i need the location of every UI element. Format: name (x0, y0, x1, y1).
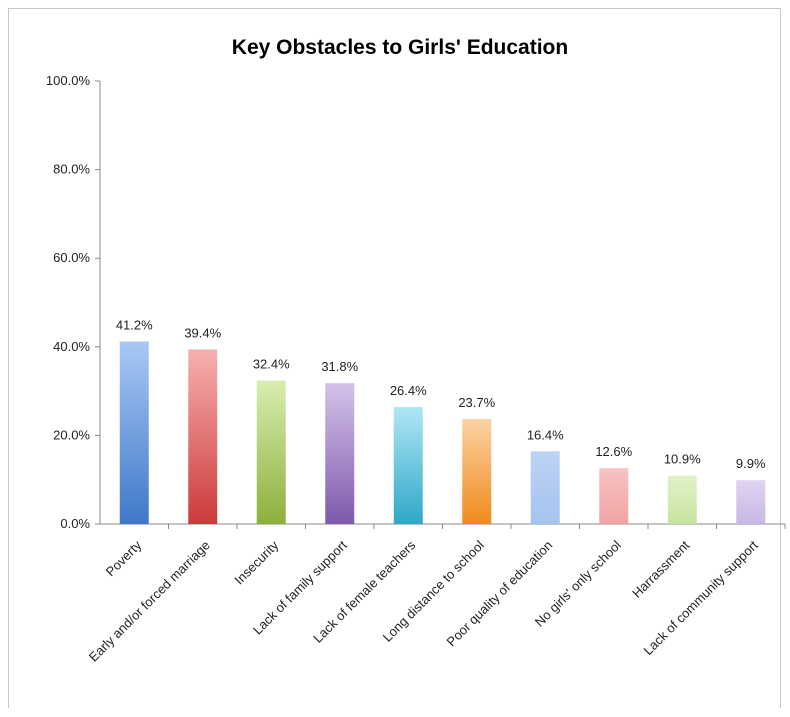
category-label: Harrassment (629, 537, 692, 600)
bar-3 (256, 380, 286, 524)
bar-8 (599, 468, 629, 524)
data-label: 41.2% (116, 317, 153, 332)
data-labels: 41.2% 39.4% 32.4% 31.8% 26.4% 23.7% 16.4% 12.6%… (116, 317, 766, 471)
data-label: 9.9% (736, 456, 766, 471)
bar-5 (393, 407, 423, 524)
y-tick-label: 40.0% (53, 339, 90, 354)
bar-10 (736, 480, 766, 524)
bar-6 (462, 419, 492, 524)
category-label: Insecurity (231, 537, 281, 587)
y-tick-label: 100.0% (46, 73, 91, 88)
chart-title: Key Obstacles to Girls' Education (232, 36, 568, 59)
bar-1 (119, 341, 149, 524)
data-label: 23.7% (458, 395, 495, 410)
data-label: 10.9% (664, 452, 701, 467)
bar-9 (667, 475, 697, 524)
bars (119, 341, 766, 524)
data-label: 12.6% (595, 444, 632, 459)
category-label: Early and/or forced marriage (86, 538, 213, 665)
data-label: 32.4% (253, 356, 290, 371)
bar-4 (325, 383, 355, 524)
y-tick-label: 80.0% (53, 162, 90, 177)
category-label: Lack of community support (640, 537, 761, 658)
bar-7 (530, 451, 560, 524)
category-label: Poverty (103, 537, 145, 579)
data-label: 31.8% (321, 359, 358, 374)
chart-frame (8, 8, 781, 708)
bar-2 (188, 349, 218, 524)
data-label: 16.4% (527, 427, 564, 442)
y-tick-label: 20.0% (53, 427, 90, 442)
data-label: 26.4% (390, 383, 427, 398)
data-label: 39.4% (184, 325, 221, 340)
y-tick-label: 0.0% (60, 516, 90, 531)
y-tick-label: 60.0% (53, 250, 90, 265)
